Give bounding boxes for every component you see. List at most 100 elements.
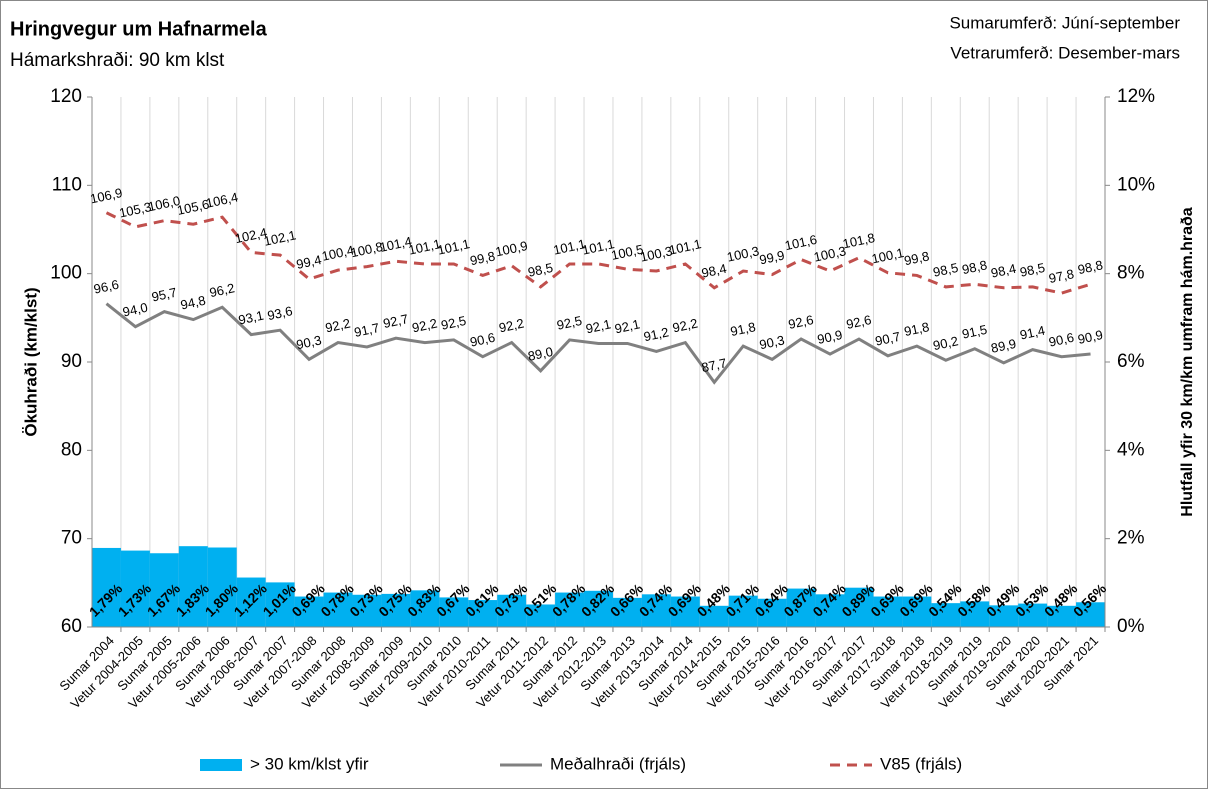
bar <box>641 594 671 627</box>
data-label: 101,1 <box>552 236 587 257</box>
y-tick-label: 100 <box>50 263 82 284</box>
data-label: 92,7 <box>382 311 410 331</box>
legend-label: V85 (frjáls) <box>880 754 962 773</box>
data-label: 100,1 <box>870 245 905 266</box>
bar <box>294 596 324 627</box>
bar <box>555 592 585 627</box>
data-label: 98,8 <box>1076 257 1104 277</box>
chart-subtitle: Hámarkshraði: 90 km klst <box>10 50 225 71</box>
y-axis-title: Ökuhraði (km/klst) <box>21 287 40 436</box>
y-tick-label: 60 <box>61 616 82 637</box>
data-label: 90,2 <box>932 333 960 353</box>
data-label: 106,0 <box>147 193 182 214</box>
bar <box>92 547 121 627</box>
data-label: 100,3 <box>726 243 761 264</box>
data-label: 91,7 <box>353 320 381 340</box>
data-label: 100,8 <box>349 239 384 260</box>
data-label: 100,4 <box>320 242 355 263</box>
bar <box>1018 603 1048 627</box>
data-label: 91,8 <box>903 319 931 339</box>
data-label: 102,1 <box>262 227 297 248</box>
data-label: 92,2 <box>498 316 526 336</box>
data-label: 101,6 <box>783 232 818 253</box>
data-label: 106,4 <box>205 189 240 210</box>
bar <box>236 577 266 627</box>
data-label: 93,1 <box>237 308 265 328</box>
y2-tick-label: 10% <box>1117 174 1155 195</box>
data-label: 91,2 <box>642 324 670 344</box>
bar <box>728 595 758 627</box>
data-label: 100,9 <box>494 238 529 259</box>
data-label: 101,1 <box>581 236 616 257</box>
bar <box>699 605 729 627</box>
annotation: Sumarumferð: Júní-september <box>949 13 1180 32</box>
data-label: 89,9 <box>990 336 1018 356</box>
bar <box>410 590 440 627</box>
data-label: 101,1 <box>668 236 703 257</box>
bar <box>323 592 353 627</box>
bar <box>844 587 874 627</box>
data-label: 92,5 <box>440 313 468 333</box>
y2-tick-label: 0% <box>1117 616 1145 637</box>
bar <box>786 588 816 627</box>
y-tick-label: 80 <box>61 439 82 460</box>
bar <box>931 603 961 627</box>
data-label: 98,4 <box>700 261 728 281</box>
bar <box>960 601 990 627</box>
data-label: 99,4 <box>295 252 323 272</box>
legend-swatch <box>200 759 242 771</box>
data-label: 90,7 <box>874 329 902 349</box>
data-label: 92,2 <box>671 316 699 336</box>
data-label: 99,8 <box>469 248 497 268</box>
bar <box>757 598 787 627</box>
bar <box>670 596 700 627</box>
y-tick-label: 70 <box>61 528 82 549</box>
data-label: 90,6 <box>1047 330 1075 350</box>
annotation: Vetrarumferð: Desember-mars <box>950 43 1180 62</box>
y2-tick-label: 6% <box>1117 351 1145 372</box>
data-label: 100,5 <box>610 241 645 262</box>
y2-tick-label: 12% <box>1117 86 1155 107</box>
data-label: 95,7 <box>150 285 178 305</box>
bar <box>468 600 498 627</box>
bar <box>1076 602 1105 627</box>
bar <box>120 550 150 627</box>
y2-tick-label: 2% <box>1117 528 1145 549</box>
data-label: 90,3 <box>295 332 323 352</box>
data-label: 100,3 <box>639 243 674 264</box>
bar <box>439 597 469 627</box>
bar <box>381 593 411 627</box>
legend-label: Meðalhraði (frjáls) <box>550 754 686 773</box>
line-series <box>105 302 1091 385</box>
y2-tick-label: 8% <box>1117 263 1145 284</box>
data-label: 90,6 <box>469 330 497 350</box>
data-label: 101,4 <box>378 234 413 255</box>
data-label: 94,0 <box>121 300 149 320</box>
data-label: 100,3 <box>812 243 847 264</box>
data-label: 98,8 <box>961 257 989 277</box>
data-label: 92,6 <box>787 312 815 332</box>
data-label: 92,6 <box>845 312 873 332</box>
bar <box>873 596 903 627</box>
data-label: 106,9 <box>89 185 124 206</box>
data-label: 90,3 <box>758 332 786 352</box>
data-label: 101,1 <box>407 236 442 257</box>
bar <box>815 594 845 627</box>
data-label: 91,4 <box>1018 323 1046 343</box>
bar <box>526 604 556 627</box>
bar <box>149 553 179 627</box>
data-label: 92,1 <box>613 316 641 336</box>
bar <box>178 546 208 627</box>
y-tick-label: 110 <box>52 174 82 195</box>
bar <box>989 605 1019 627</box>
bar <box>497 594 527 627</box>
bar <box>207 547 237 627</box>
bar <box>352 594 382 627</box>
data-label: 92,2 <box>324 316 352 336</box>
data-label: 101,1 <box>436 236 471 257</box>
data-label: 96,6 <box>92 277 120 297</box>
data-label: 98,5 <box>1018 260 1046 280</box>
data-label: 99,8 <box>903 248 931 268</box>
